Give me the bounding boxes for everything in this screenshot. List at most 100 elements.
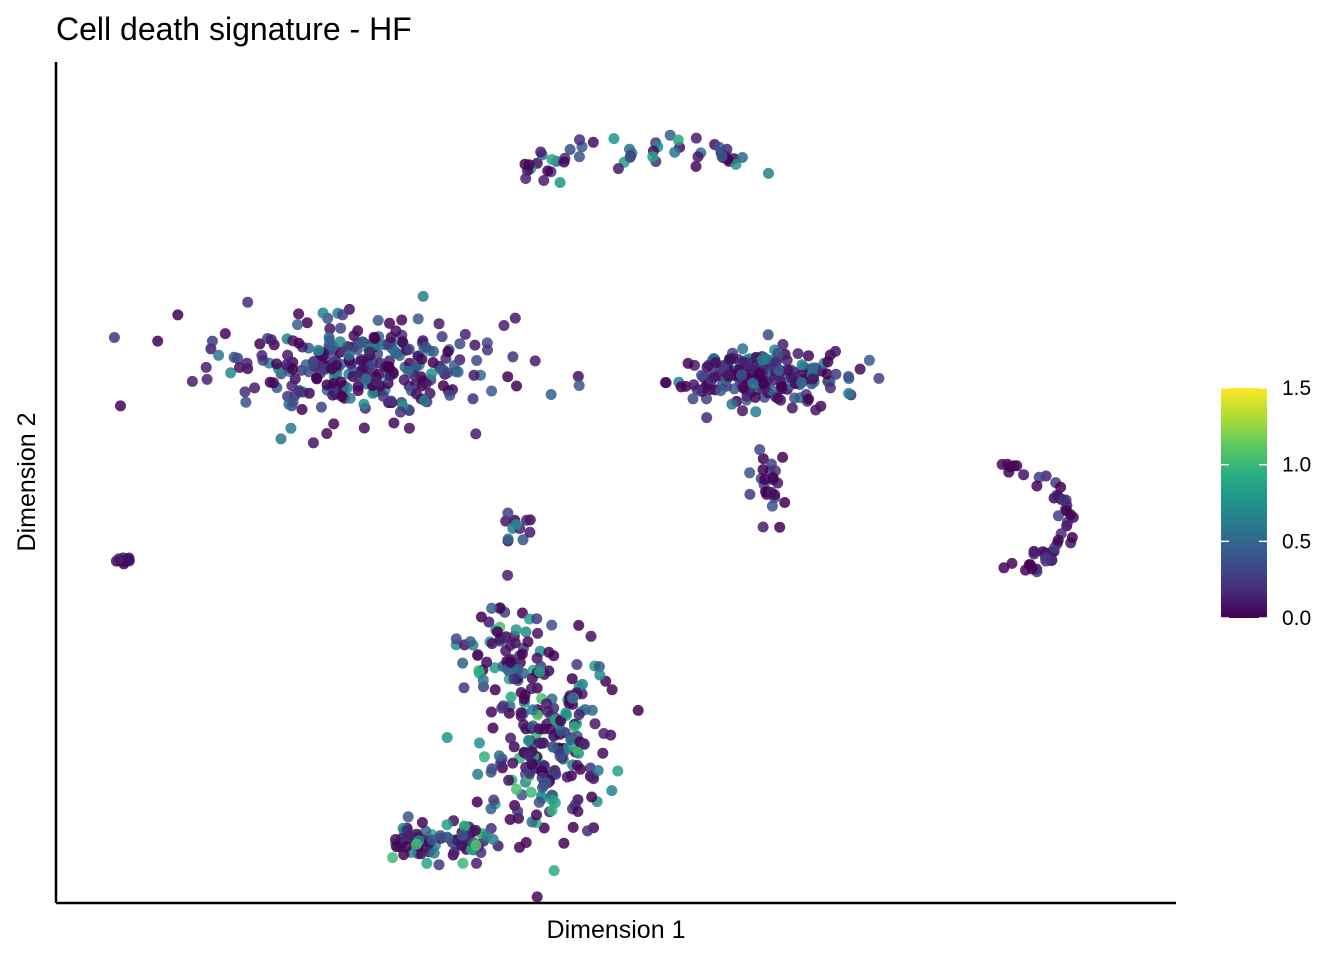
data-point bbox=[321, 379, 333, 391]
data-point bbox=[324, 323, 336, 335]
data-point bbox=[756, 354, 768, 366]
data-point bbox=[612, 163, 624, 175]
data-point bbox=[113, 553, 125, 565]
data-point bbox=[358, 398, 370, 410]
data-point bbox=[775, 394, 787, 406]
data-point bbox=[401, 824, 413, 836]
data-point bbox=[1003, 466, 1015, 478]
data-point bbox=[523, 750, 535, 762]
data-point bbox=[505, 732, 517, 744]
data-point bbox=[548, 650, 560, 662]
data-point bbox=[515, 707, 527, 719]
data-point bbox=[317, 307, 329, 319]
y-axis-label: Dimension 2 bbox=[13, 413, 41, 552]
data-point bbox=[510, 624, 522, 636]
data-point bbox=[360, 373, 372, 385]
data-point bbox=[737, 382, 749, 394]
data-point bbox=[433, 318, 445, 330]
data-point bbox=[420, 341, 432, 353]
data-point bbox=[571, 659, 583, 670]
data-point bbox=[521, 514, 533, 526]
data-point bbox=[708, 371, 720, 383]
data-point bbox=[830, 345, 841, 357]
colorbar: 0.0 0.5 1.0 1.5 bbox=[1221, 377, 1311, 630]
data-point bbox=[502, 569, 514, 581]
data-point bbox=[776, 381, 788, 393]
data-point bbox=[468, 369, 480, 381]
data-point bbox=[426, 834, 438, 846]
data-point bbox=[757, 464, 769, 476]
data-point bbox=[524, 526, 536, 538]
data-point bbox=[767, 374, 779, 386]
data-point bbox=[529, 355, 541, 367]
data-point bbox=[331, 360, 343, 372]
data-point bbox=[470, 428, 482, 440]
data-point bbox=[239, 386, 251, 398]
data-point bbox=[573, 619, 585, 631]
data-point bbox=[749, 391, 761, 403]
data-point bbox=[472, 768, 484, 780]
data-point bbox=[472, 649, 484, 661]
data-point bbox=[323, 331, 335, 343]
data-point bbox=[403, 422, 415, 434]
data-point bbox=[502, 371, 514, 383]
data-point bbox=[486, 638, 498, 650]
data-point bbox=[766, 500, 778, 512]
data-point bbox=[396, 314, 408, 326]
data-point bbox=[456, 829, 468, 841]
data-point bbox=[558, 156, 570, 168]
data-point bbox=[474, 737, 485, 749]
data-point bbox=[548, 865, 560, 877]
data-point bbox=[503, 665, 514, 677]
colorbar-tick-label: 1.0 bbox=[1282, 454, 1311, 477]
data-point bbox=[1052, 534, 1064, 546]
data-point bbox=[337, 309, 349, 321]
data-point bbox=[504, 814, 516, 825]
data-point bbox=[483, 616, 495, 628]
data-point bbox=[469, 339, 481, 351]
data-point bbox=[285, 422, 297, 434]
data-point bbox=[254, 338, 266, 350]
data-point bbox=[777, 339, 789, 350]
data-point bbox=[282, 349, 294, 361]
data-point bbox=[737, 405, 748, 417]
data-point bbox=[736, 369, 748, 381]
data-point bbox=[566, 692, 578, 704]
data-point bbox=[1028, 548, 1040, 560]
data-point bbox=[200, 361, 212, 373]
data-point bbox=[307, 437, 319, 449]
data-point bbox=[647, 151, 659, 163]
data-point bbox=[336, 391, 348, 402]
data-point bbox=[219, 328, 231, 340]
data-point bbox=[441, 732, 453, 743]
data-point bbox=[996, 458, 1008, 470]
data-point bbox=[481, 830, 493, 842]
data-point bbox=[542, 165, 554, 177]
data-point bbox=[597, 747, 609, 759]
data-point bbox=[335, 322, 347, 334]
data-point bbox=[498, 320, 510, 331]
data-point bbox=[715, 385, 727, 397]
data-point bbox=[487, 722, 499, 734]
data-point bbox=[796, 359, 808, 371]
data-point bbox=[807, 362, 819, 374]
data-point bbox=[730, 158, 742, 170]
data-point bbox=[473, 665, 485, 677]
data-point bbox=[538, 175, 550, 186]
data-point bbox=[416, 817, 428, 828]
data-point bbox=[315, 401, 327, 413]
data-point bbox=[411, 838, 422, 850]
data-point bbox=[367, 387, 379, 399]
data-point bbox=[744, 467, 756, 479]
data-point bbox=[1057, 494, 1069, 506]
data-point bbox=[612, 765, 624, 777]
data-point bbox=[606, 684, 618, 696]
data-point bbox=[467, 393, 479, 405]
data-point bbox=[540, 777, 552, 789]
data-point bbox=[569, 721, 580, 733]
data-point bbox=[779, 497, 791, 508]
data-point bbox=[587, 136, 599, 148]
data-point bbox=[356, 336, 368, 348]
data-point bbox=[268, 377, 279, 389]
data-point bbox=[518, 719, 530, 731]
